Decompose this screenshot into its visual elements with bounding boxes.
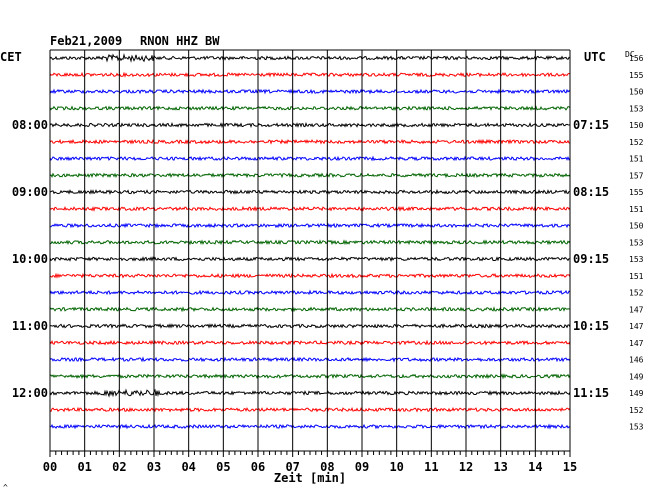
x-tick-label: 05 (216, 460, 230, 474)
right-time-label: 09:15 (573, 252, 609, 266)
trace-row-1 (49, 71, 571, 78)
label-group: 00 01 02 03 04 05 06 07 08 09 10 11 12 13 14 15 08:00 09:… (12, 54, 644, 474)
header-station: RNON HHZ BW (140, 34, 220, 48)
dc-offset-label: 152 (629, 406, 644, 415)
trace-row-11 (49, 239, 571, 246)
dc-offset-label: 152 (629, 138, 644, 147)
dc-offset-label: 155 (629, 71, 644, 80)
dc-offset-label: 157 (629, 171, 644, 180)
left-time-label: 12:00 (12, 386, 48, 400)
right-time-label: 11:15 (573, 386, 609, 400)
trace-row-14 (49, 289, 571, 296)
dc-offset-label: 150 (629, 121, 644, 130)
dc-offset-label: 151 (629, 155, 644, 164)
left-timezone-label: CET (0, 50, 22, 64)
trace-row-16 (49, 323, 571, 329)
x-tick-label: 10 (389, 460, 403, 474)
trace-row-8 (49, 188, 571, 195)
dc-offset-label: 149 (629, 372, 644, 381)
x-tick-label: 03 (147, 460, 161, 474)
trace-row-13 (49, 272, 571, 279)
trace-row-9 (49, 205, 571, 212)
dc-offset-label: 146 (629, 356, 644, 365)
trace-row-22 (49, 423, 571, 430)
x-tick-label: 00 (43, 460, 57, 474)
left-time-label: 10:00 (12, 252, 48, 266)
trace-row-0 (49, 52, 571, 63)
trace-row-7 (49, 172, 571, 179)
trace-row-2 (49, 88, 571, 95)
dc-offset-label: 147 (629, 305, 644, 314)
right-time-label: 07:15 (573, 118, 609, 132)
dc-offset-label: 151 (629, 205, 644, 214)
trace-group (49, 52, 571, 430)
dc-offset-label: 155 (629, 188, 644, 197)
dc-offset-label: 153 (629, 423, 644, 432)
x-tick-label: 04 (181, 460, 195, 474)
x-tick-label: 11 (424, 460, 438, 474)
x-tick-label: 01 (77, 460, 91, 474)
left-time-label: 08:00 (12, 118, 48, 132)
dc-offset-label: 150 (629, 88, 644, 97)
dc-offset-label: 153 (629, 104, 644, 113)
trace-row-19 (49, 373, 571, 380)
dc-offset-label: 156 (629, 54, 644, 63)
dc-offset-label: 152 (629, 289, 644, 298)
trace-row-18 (49, 356, 571, 363)
trace-row-17 (49, 339, 571, 346)
x-tick-label: 13 (493, 460, 507, 474)
dc-offset-label: 150 (629, 222, 644, 231)
x-tick-label: 15 (563, 460, 577, 474)
x-tick-label: 12 (459, 460, 473, 474)
dc-offset-label: 149 (629, 389, 644, 398)
dc-offset-label: 147 (629, 339, 644, 348)
dc-offset-label: 151 (629, 272, 644, 281)
x-tick-label: 09 (355, 460, 369, 474)
trace-row-3 (49, 105, 571, 112)
trace-row-4 (49, 122, 571, 129)
grid-group (49, 49, 571, 457)
right-time-label: 10:15 (573, 319, 609, 333)
corner-mark: ^ (3, 483, 8, 492)
trace-row-5 (49, 138, 571, 145)
right-time-label: 08:15 (573, 185, 609, 199)
trace-row-10 (49, 222, 571, 229)
x-tick-label: 06 (251, 460, 265, 474)
dc-offset-label: 147 (629, 322, 644, 331)
x-tick-label: 07 (285, 460, 299, 474)
x-axis-label: Zeit [min] (274, 471, 346, 485)
x-tick-label: 08 (320, 460, 334, 474)
trace-row-12 (49, 256, 571, 262)
dc-offset-label: 153 (629, 238, 644, 247)
x-tick-label: 02 (112, 460, 126, 474)
x-tick-label: 14 (528, 460, 542, 474)
right-timezone-label: UTC (584, 50, 606, 64)
trace-row-15 (49, 306, 571, 313)
trace-row-6 (49, 155, 571, 162)
left-time-label: 11:00 (12, 319, 48, 333)
header-date: Feb21,2009 (50, 34, 122, 48)
dc-label: DC (625, 50, 635, 59)
trace-row-20 (49, 388, 571, 398)
left-time-label: 09:00 (12, 185, 48, 199)
trace-row-21 (49, 406, 571, 413)
dc-offset-label: 153 (629, 255, 644, 264)
